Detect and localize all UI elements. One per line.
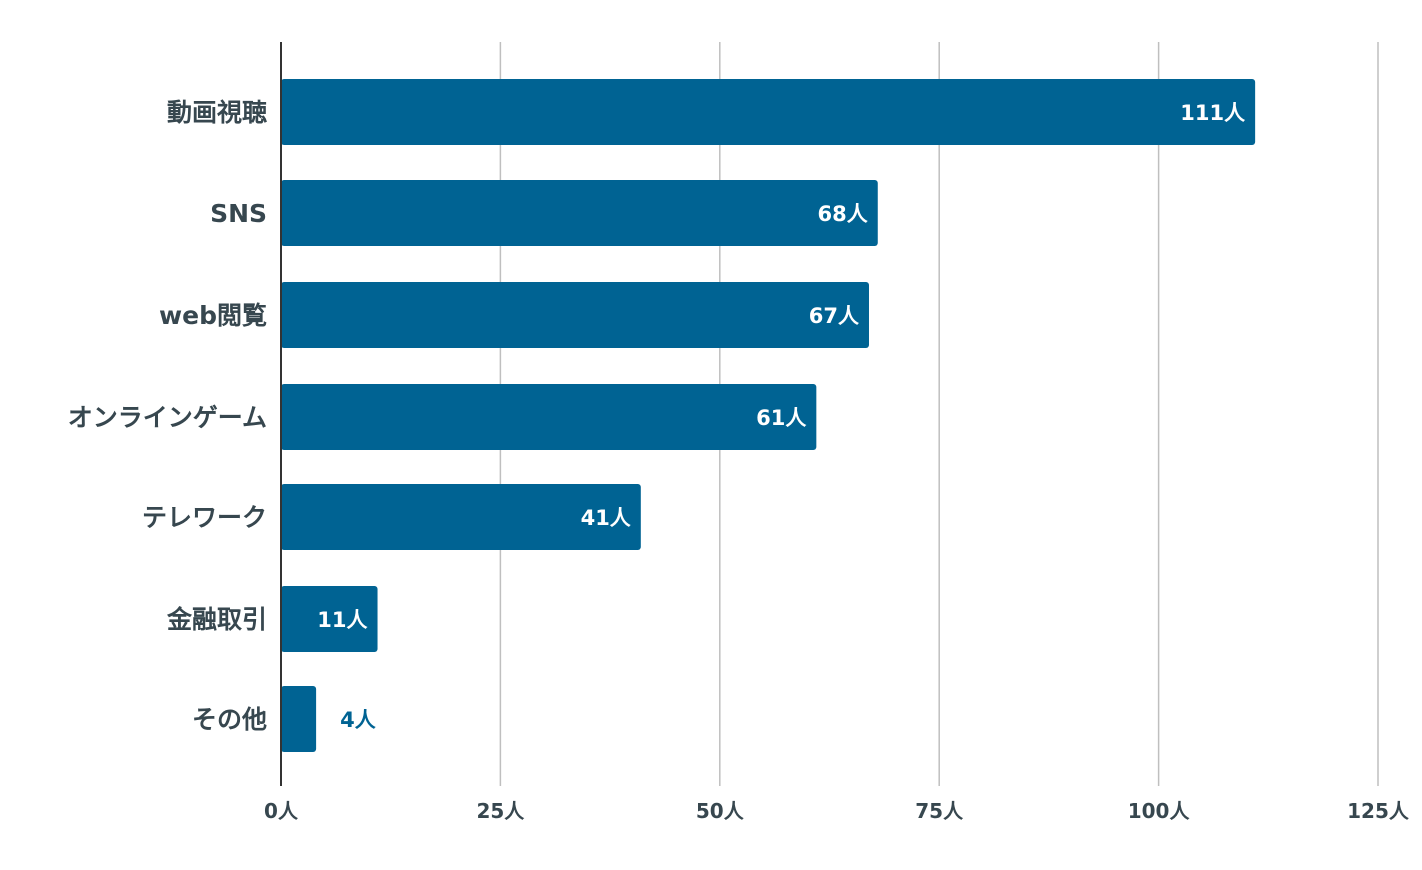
value-label: 68人: [818, 202, 868, 226]
bar: [281, 180, 878, 246]
category-label: その他: [192, 705, 267, 734]
x-tick-label: 75人: [915, 799, 964, 823]
x-tick-label: 100人: [1128, 799, 1191, 823]
category-label: 動画視聴: [167, 98, 267, 127]
value-label: 4人: [340, 708, 376, 732]
bar: [281, 586, 378, 652]
value-label: 11人: [317, 608, 367, 632]
bar: [281, 686, 317, 752]
x-tick-label: 125人: [1347, 799, 1410, 823]
x-tick-labels: 0人 25人 50人 75人 100人 125人: [264, 799, 1410, 823]
category-label: オンラインゲーム: [68, 403, 267, 432]
value-label: 67人: [809, 304, 859, 328]
bar: [281, 282, 869, 348]
category-label: web閲覧: [159, 301, 267, 330]
category-label: SNS: [210, 199, 267, 228]
bar: [281, 384, 817, 450]
gridlines: [499, 42, 1379, 786]
value-labels: 111人 68人 67人 61人 41人 11人 4人: [317, 101, 1245, 732]
bar: [281, 79, 1256, 145]
x-tick-label: 25人: [476, 799, 525, 823]
value-label: 111人: [1180, 101, 1245, 125]
x-tick-label: 50人: [696, 799, 745, 823]
bars: [281, 79, 1256, 752]
category-label: テレワーク: [142, 503, 267, 532]
category-label: 金融取引: [166, 605, 267, 634]
bar: [281, 484, 641, 550]
value-label: 61人: [756, 406, 806, 430]
x-tick-label: 0人: [264, 799, 299, 823]
value-label: 41人: [581, 506, 631, 530]
